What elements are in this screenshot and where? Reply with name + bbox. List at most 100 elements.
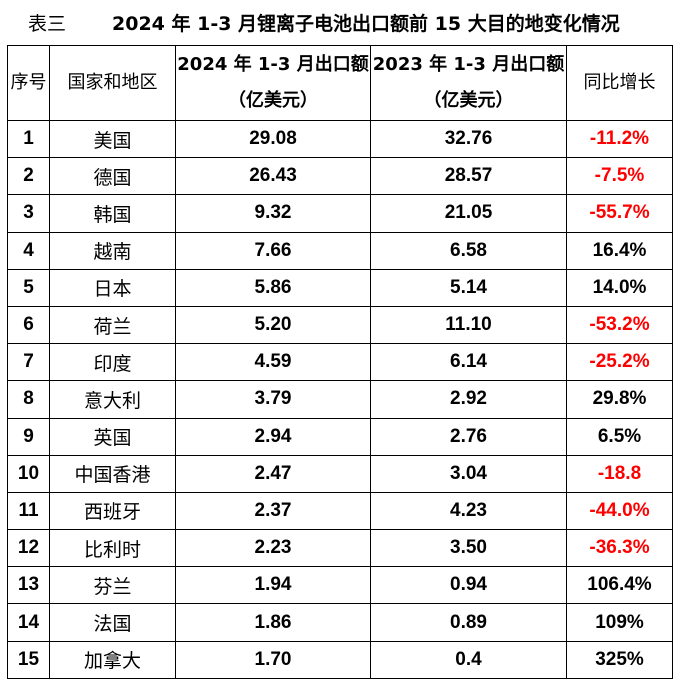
cell-index: 15 bbox=[7, 640, 50, 679]
cell-index: 13 bbox=[7, 566, 50, 605]
cell-2024: 3.79 bbox=[175, 380, 371, 419]
cell-region: 法国 bbox=[49, 603, 176, 642]
cell-2024: 26.43 bbox=[175, 157, 371, 196]
cell-region: 中国香港 bbox=[49, 454, 176, 493]
cell-2024: 2.37 bbox=[175, 491, 371, 531]
table-body: 1 美国 29.08 32.76 -11.2% 2 德国 26.43 28.57 -7.5% 3 韩国… bbox=[7, 119, 673, 679]
table-row: 10 中国香港 2.47 3.04 -18.8 bbox=[7, 454, 673, 493]
cell-index: 2 bbox=[7, 157, 50, 196]
cell-2023: 28.57 bbox=[370, 157, 567, 196]
cell-2024: 5.20 bbox=[175, 305, 371, 345]
cell-index: 9 bbox=[7, 417, 50, 456]
cell-2023: 6.14 bbox=[370, 343, 567, 382]
cell-2024: 2.23 bbox=[175, 529, 371, 568]
table-row: 8 意大利 3.79 2.92 29.8% bbox=[7, 380, 673, 419]
table-row: 15 加拿大 1.70 0.4 325% bbox=[7, 640, 673, 679]
table-row: 6 荷兰 5.20 11.10 -53.2% bbox=[7, 305, 673, 345]
export-table: 序号 国家和地区 2024 年 1-3 月出口额（亿美元） 2023 年 1-3… bbox=[7, 45, 673, 679]
cell-region: 韩国 bbox=[49, 194, 176, 233]
cell-2024: 1.86 bbox=[175, 603, 371, 642]
cell-2024: 1.94 bbox=[175, 566, 371, 605]
header-2023: 2023 年 1-3 月出口额（亿美元） bbox=[370, 45, 567, 121]
cell-2024: 5.86 bbox=[175, 268, 371, 307]
cell-2023: 2.76 bbox=[370, 417, 567, 456]
table-row: 7 印度 4.59 6.14 -25.2% bbox=[7, 343, 673, 382]
cell-region: 荷兰 bbox=[49, 305, 176, 345]
cell-2023: 3.50 bbox=[370, 529, 567, 568]
cell-region: 英国 bbox=[49, 417, 176, 456]
cell-2023: 0.94 bbox=[370, 566, 567, 605]
table-row: 3 韩国 9.32 21.05 -55.7% bbox=[7, 194, 673, 233]
cell-index: 11 bbox=[7, 491, 50, 531]
cell-2024: 9.32 bbox=[175, 194, 371, 233]
table-row: 5 日本 5.86 5.14 14.0% bbox=[7, 268, 673, 307]
table-caption: 表三 2024 年 1-3 月锂离子电池出口额前 15 大目的地变化情况 bbox=[0, 6, 680, 42]
cell-2023: 5.14 bbox=[370, 268, 567, 307]
cell-index: 4 bbox=[7, 231, 50, 270]
table-row: 9 英国 2.94 2.76 6.5% bbox=[7, 417, 673, 456]
cell-index: 5 bbox=[7, 268, 50, 307]
cell-yoy: -53.2% bbox=[566, 305, 673, 345]
cell-yoy: -55.7% bbox=[566, 194, 673, 233]
table-row: 14 法国 1.86 0.89 109% bbox=[7, 603, 673, 642]
cell-yoy: 109% bbox=[566, 603, 673, 642]
cell-region: 西班牙 bbox=[49, 491, 176, 531]
cell-2024: 1.70 bbox=[175, 640, 371, 679]
table-row: 1 美国 29.08 32.76 -11.2% bbox=[7, 119, 673, 159]
cell-index: 6 bbox=[7, 305, 50, 345]
cell-2023: 2.92 bbox=[370, 380, 567, 419]
cell-region: 德国 bbox=[49, 157, 176, 196]
header-index: 序号 bbox=[7, 45, 50, 121]
cell-2024: 29.08 bbox=[175, 119, 371, 159]
cell-2023: 0.4 bbox=[370, 640, 567, 679]
table-row: 4 越南 7.66 6.58 16.4% bbox=[7, 231, 673, 270]
cell-yoy: -7.5% bbox=[566, 157, 673, 196]
table-row: 12 比利时 2.23 3.50 -36.3% bbox=[7, 529, 673, 568]
cell-yoy: 6.5% bbox=[566, 417, 673, 456]
cell-yoy: -11.2% bbox=[566, 119, 673, 159]
cell-region: 印度 bbox=[49, 343, 176, 382]
table-label: 表三 bbox=[28, 13, 67, 35]
cell-index: 7 bbox=[7, 343, 50, 382]
cell-region: 芬兰 bbox=[49, 566, 176, 605]
table-row: 13 芬兰 1.94 0.94 106.4% bbox=[7, 566, 673, 605]
cell-2023: 0.89 bbox=[370, 603, 567, 642]
cell-index: 3 bbox=[7, 194, 50, 233]
header-2024: 2024 年 1-3 月出口额（亿美元） bbox=[175, 45, 371, 121]
cell-yoy: 325% bbox=[566, 640, 673, 679]
cell-yoy: -25.2% bbox=[566, 343, 673, 382]
table-row: 11 西班牙 2.37 4.23 -44.0% bbox=[7, 491, 673, 531]
table-row: 2 德国 26.43 28.57 -7.5% bbox=[7, 157, 673, 196]
cell-2024: 2.47 bbox=[175, 454, 371, 493]
cell-yoy: -18.8 bbox=[566, 454, 673, 493]
cell-region: 加拿大 bbox=[49, 640, 176, 679]
cell-region: 越南 bbox=[49, 231, 176, 270]
cell-2023: 21.05 bbox=[370, 194, 567, 233]
cell-2024: 2.94 bbox=[175, 417, 371, 456]
table-title: 2024 年 1-3 月锂离子电池出口额前 15 大目的地变化情况 bbox=[112, 13, 620, 35]
cell-index: 8 bbox=[7, 380, 50, 419]
cell-index: 14 bbox=[7, 603, 50, 642]
cell-region: 日本 bbox=[49, 268, 176, 307]
cell-2023: 11.10 bbox=[370, 305, 567, 345]
header-row: 序号 国家和地区 2024 年 1-3 月出口额（亿美元） 2023 年 1-3… bbox=[7, 45, 673, 121]
cell-yoy: 14.0% bbox=[566, 268, 673, 307]
cell-region: 比利时 bbox=[49, 529, 176, 568]
cell-2024: 7.66 bbox=[175, 231, 371, 270]
cell-yoy: 16.4% bbox=[566, 231, 673, 270]
cell-index: 10 bbox=[7, 454, 50, 493]
cell-region: 美国 bbox=[49, 119, 176, 159]
cell-2023: 6.58 bbox=[370, 231, 567, 270]
header-yoy: 同比增长 bbox=[566, 45, 673, 121]
cell-yoy: 29.8% bbox=[566, 380, 673, 419]
cell-yoy: -36.3% bbox=[566, 529, 673, 568]
cell-region: 意大利 bbox=[49, 380, 176, 419]
cell-2023: 32.76 bbox=[370, 119, 567, 159]
header-region: 国家和地区 bbox=[49, 45, 176, 121]
cell-yoy: 106.4% bbox=[566, 566, 673, 605]
cell-2023: 3.04 bbox=[370, 454, 567, 493]
cell-2024: 4.59 bbox=[175, 343, 371, 382]
cell-yoy: -44.0% bbox=[566, 491, 673, 531]
cell-index: 12 bbox=[7, 529, 50, 568]
cell-index: 1 bbox=[7, 119, 50, 159]
